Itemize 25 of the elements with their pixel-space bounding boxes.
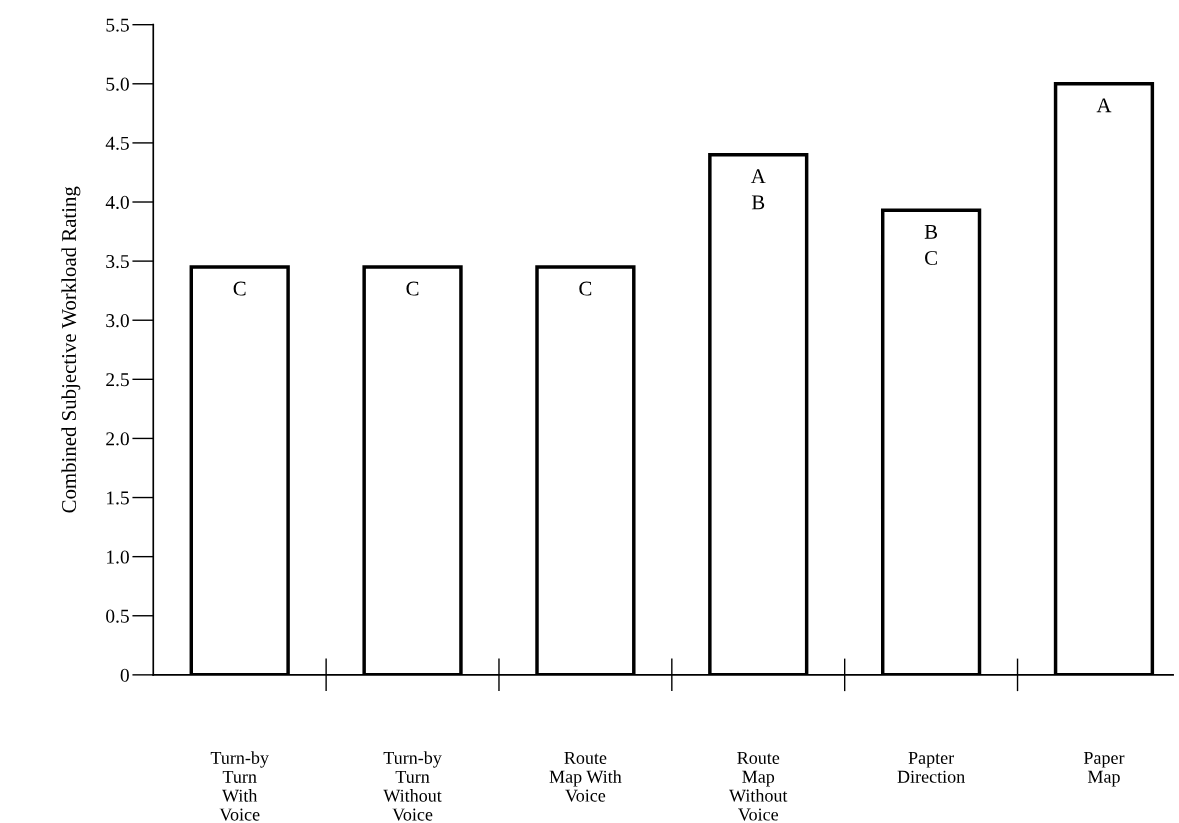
y-tick-label: 1.5 [107, 491, 129, 505]
y-tick-label: 3.0 [106, 314, 129, 328]
x-tick-label: Route Map Without Voice [729, 751, 788, 821]
y-tick-label: 2.0 [106, 432, 129, 446]
y-axis-title: Combined Subjective Workload Rating [61, 186, 81, 513]
x-tick-label: Paper Map [1083, 751, 1125, 787]
annotation: B C [924, 224, 938, 265]
y-tick-label: 5.0 [106, 77, 129, 91]
annotation: A [1096, 98, 1112, 113]
y-tick-label: 0 [120, 668, 129, 682]
y-tick-label: 4.5 [105, 136, 129, 150]
x-tick-label: Turn-by Turn With Voice [210, 751, 269, 821]
x-tick-label: Route Map With Voice [549, 751, 622, 802]
annotation: C [233, 281, 246, 296]
y-tick-label: 5.5 [106, 18, 129, 32]
annotation: A B [750, 169, 766, 210]
x-tick-label: Turn-by Turn Without Voice [383, 751, 442, 821]
y-tick-label: 3.5 [106, 254, 129, 269]
y-tick-label: 0.5 [106, 609, 129, 623]
y-tick-label: 4.0 [105, 195, 129, 210]
y-tick-label: 2.5 [106, 373, 129, 387]
annotation: C [406, 281, 419, 296]
x-tick-label: Papter Direction [897, 751, 965, 783]
y-tick-label: 1.0 [107, 550, 129, 564]
annotation: C [579, 281, 592, 296]
